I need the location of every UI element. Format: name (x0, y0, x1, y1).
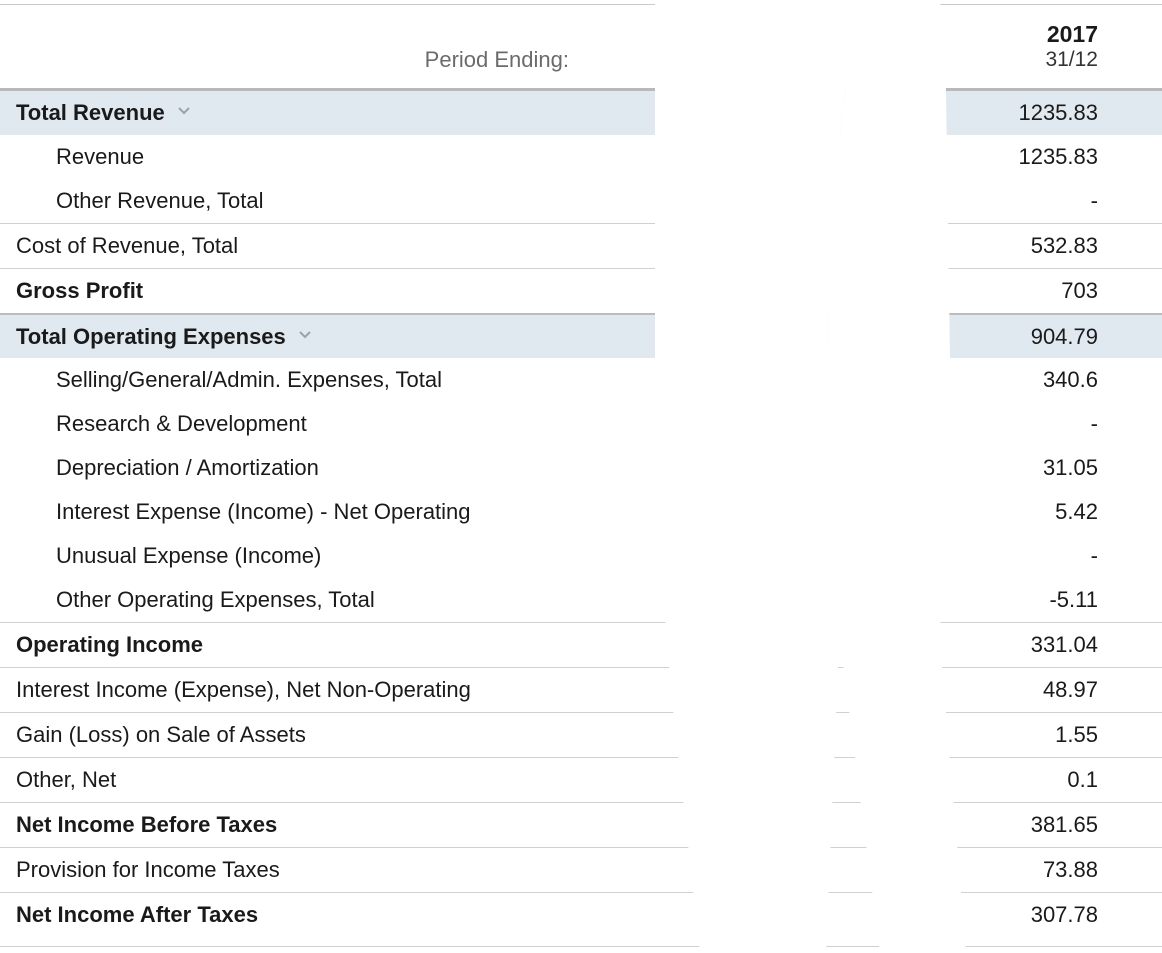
period-ending-label: Period Ending: (424, 47, 569, 72)
row-value: - (1090, 411, 1098, 436)
row-label-text: Provision for Income Taxes (16, 857, 280, 882)
statement-row: Cost of Revenue, Total 532.83 (0, 223, 1162, 268)
row-label-text: Total Revenue (16, 100, 165, 125)
row-label-text: Other, Net (16, 767, 117, 792)
row-label: Depreciation / Amortization (56, 455, 319, 481)
row-label-text: Operating Income (16, 632, 204, 657)
top-divider (0, 4, 1162, 5)
row-label-text: Other Operating Expenses, Total (56, 587, 375, 612)
row-label: Interest Expense (Income) - Net Operatin… (56, 499, 471, 525)
row-label: Provision for Income Taxes (16, 857, 280, 883)
statement-row: Revenue 1235.83 (0, 135, 1162, 179)
row-value: 904.79 (1030, 324, 1098, 349)
row-label: Total Operating Expenses (16, 324, 312, 350)
statement-row: Unusual Expense (Income) - (0, 534, 1162, 578)
row-value: 48.97 (1042, 677, 1098, 702)
row-label: Net Income After Taxes (16, 902, 258, 928)
row-label-text: Net Income Before Taxes (16, 812, 278, 837)
row-label-text: Research & Development (56, 411, 307, 436)
row-label-text: Gross Profit (16, 278, 144, 303)
statement-row: Other Revenue, Total - (0, 179, 1162, 223)
row-label: Research & Development (56, 411, 307, 437)
row-value: 1235.83 (1018, 100, 1098, 125)
row-value: 331.04 (1030, 632, 1098, 657)
row-label: Other Revenue, Total (56, 188, 264, 214)
statement-row: Depreciation / Amortization 31.05 (0, 446, 1162, 490)
row-label-text: Selling/General/Admin. Expenses, Total (56, 367, 443, 392)
row-value: - (1090, 188, 1098, 213)
row-label: Unusual Expense (Income) (56, 543, 321, 569)
row-label-text: Interest Expense (Income) - Net Operatin… (56, 499, 471, 524)
statement-row: Net Income Before Taxes 381.65 (0, 802, 1162, 847)
statement-header: Period Ending: 2017 31/12 (0, 5, 1162, 89)
period-date: 31/12 (1045, 48, 1098, 71)
row-value: 0.1 (1067, 767, 1098, 792)
row-label-text: Net Income After Taxes (16, 902, 259, 927)
row-label-text: Interest Income (Expense), Net Non-Opera… (16, 677, 471, 702)
row-label-text: Cost of Revenue, Total (16, 233, 239, 258)
row-label: Gross Profit (16, 278, 143, 304)
statement-row: Provision for Income Taxes 73.88 (0, 847, 1162, 892)
row-label-text: Gain (Loss) on Sale of Assets (16, 722, 306, 747)
statement-row: Gain (Loss) on Sale of Assets 1.55 (0, 712, 1162, 757)
row-label: Operating Income (16, 632, 203, 658)
statement-row: Research & Development - (0, 402, 1162, 446)
row-value: 5.42 (1055, 499, 1098, 524)
row-value: 73.88 (1042, 857, 1098, 882)
row-label-text: Total Operating Expenses (16, 324, 286, 349)
row-label: Gain (Loss) on Sale of Assets (16, 722, 306, 748)
row-label-text: Revenue (56, 144, 145, 169)
row-label: Cost of Revenue, Total (16, 233, 238, 259)
statement-row: Other Operating Expenses, Total -5.11 (0, 578, 1162, 622)
statement-rows: Total Revenue 1235.83 Revenue 1235.83 Other … (0, 91, 1162, 937)
row-label: Net Income Before Taxes (16, 812, 277, 838)
row-label: Selling/General/Admin. Expenses, Total (56, 367, 442, 393)
row-value: 1.55 (1055, 722, 1098, 747)
chevron-down-icon[interactable] (298, 328, 312, 342)
bottom-divider (0, 946, 1162, 947)
statement-row: Interest Expense (Income) - Net Operatin… (0, 490, 1162, 534)
statement-row: Gross Profit 703 (0, 268, 1162, 313)
statement-row: Net Income After Taxes 307.78 (0, 892, 1162, 937)
row-value: 31.05 (1042, 455, 1098, 480)
row-value: - (1090, 543, 1098, 568)
row-value: 307.78 (1030, 902, 1098, 927)
row-value: 340.6 (1042, 367, 1098, 392)
row-label: Other Operating Expenses, Total (56, 587, 375, 613)
row-value: 532.83 (1030, 233, 1098, 258)
statement-row[interactable]: Total Operating Expenses 904.79 (0, 313, 1162, 358)
statement-row: Selling/General/Admin. Expenses, Total 34… (0, 358, 1162, 402)
row-value: 1235.83 (1018, 144, 1098, 169)
row-label: Interest Income (Expense), Net Non-Opera… (16, 677, 471, 703)
header-divider (0, 88, 1162, 91)
period-year: 2017 (1046, 21, 1098, 47)
row-label: Total Revenue (16, 100, 191, 126)
statement-row: Operating Income 331.04 (0, 622, 1162, 667)
row-label-text: Other Revenue, Total (56, 188, 264, 213)
chevron-down-icon[interactable] (177, 104, 191, 118)
row-label-text: Unusual Expense (Income) (56, 543, 322, 568)
statement-row: Other, Net 0.1 (0, 757, 1162, 802)
statement-row: Interest Income (Expense), Net Non-Opera… (0, 667, 1162, 712)
row-value: -5.11 (1049, 587, 1098, 612)
row-label: Other, Net (16, 767, 116, 793)
row-label-text: Depreciation / Amortization (56, 455, 319, 480)
row-label: Revenue (56, 144, 144, 170)
row-value: 381.65 (1030, 812, 1098, 837)
statement-row[interactable]: Total Revenue 1235.83 (0, 91, 1162, 135)
row-value: 703 (1061, 278, 1098, 303)
